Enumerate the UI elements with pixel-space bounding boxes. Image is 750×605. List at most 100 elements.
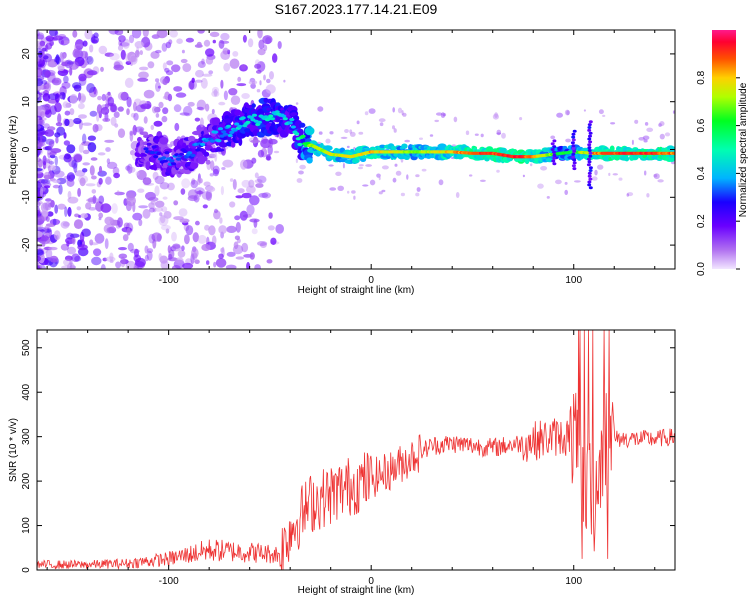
noise-blob	[82, 40, 88, 47]
noise-blob	[71, 159, 78, 169]
noise-blob	[87, 142, 97, 153]
ridge-halo	[298, 129, 304, 136]
noise-blob	[550, 135, 556, 140]
noise-blob	[49, 151, 57, 155]
noise-blob	[400, 192, 405, 197]
noise-blob	[84, 30, 93, 40]
noise-blob	[37, 32, 45, 40]
colorbar-ticks: 0.0 0.2 0.4 0.6 0.8	[696, 70, 740, 276]
noise-blob	[344, 129, 349, 133]
noise-blob	[114, 30, 124, 36]
noise-blob	[254, 172, 259, 179]
spike-blob	[552, 162, 557, 166]
noise-blob	[37, 197, 40, 202]
noise-blob	[98, 212, 104, 219]
noise-blob	[212, 39, 216, 44]
ridge-core	[190, 153, 196, 157]
noise-blob	[194, 117, 201, 122]
noise-blob	[167, 93, 173, 102]
noise-blob	[53, 170, 65, 178]
noise-blob	[81, 228, 91, 237]
noise-blob	[220, 185, 224, 196]
noise-blob	[184, 234, 190, 245]
noise-blob	[69, 93, 78, 105]
noise-blob	[205, 48, 215, 57]
noise-blob	[91, 256, 102, 266]
noise-blob	[116, 190, 120, 196]
spike-blob	[588, 134, 592, 138]
noise-blob	[259, 80, 262, 86]
noise-blob	[158, 253, 162, 261]
ridge-core	[268, 114, 274, 118]
noise-blob	[134, 41, 144, 49]
noise-blob	[155, 113, 160, 118]
noise-blob	[328, 164, 334, 167]
noise-blob	[78, 143, 84, 153]
noise-blob	[125, 52, 136, 63]
noise-blob	[165, 228, 170, 234]
noise-blob	[152, 171, 159, 180]
noise-blob	[106, 161, 118, 169]
noise-blob	[40, 111, 46, 118]
noise-blob	[150, 124, 155, 130]
noise-blob	[197, 234, 207, 244]
y-tick-label: -20	[21, 237, 32, 252]
noise-blob	[152, 106, 158, 114]
ridge-core	[227, 133, 233, 138]
noise-blob	[49, 105, 57, 115]
noise-blob	[38, 44, 47, 52]
spike-blob	[552, 150, 556, 154]
noise-blob	[556, 112, 563, 118]
noise-blob	[117, 217, 123, 228]
noise-blob	[173, 104, 182, 113]
noise-blob	[53, 230, 61, 241]
noise-blob	[653, 174, 658, 178]
x-tick-label: 100	[565, 576, 582, 587]
noise-blob	[118, 35, 126, 43]
noise-blob	[267, 225, 275, 231]
spike-blob	[588, 131, 593, 135]
noise-blob	[104, 139, 115, 143]
noise-blob	[597, 164, 604, 170]
noise-blob	[178, 208, 188, 217]
noise-blob	[200, 77, 208, 89]
noise-blob	[196, 190, 204, 195]
ridge-core	[226, 124, 232, 128]
noise-blob	[66, 172, 75, 182]
noise-blob	[118, 253, 128, 259]
noise-blob	[144, 254, 149, 262]
noise-blob	[107, 96, 115, 107]
noise-blob	[194, 79, 203, 83]
y-tick-label: 200	[21, 472, 32, 489]
noise-blob	[564, 181, 568, 185]
noise-blob	[100, 107, 110, 115]
noise-blob	[98, 45, 108, 55]
noise-blob	[37, 94, 40, 98]
noise-blob	[378, 118, 386, 123]
noise-blob	[646, 127, 654, 132]
noise-blob	[214, 151, 218, 162]
noise-blob	[110, 104, 118, 113]
ridge-core	[182, 149, 188, 154]
noise-blob	[233, 241, 239, 250]
noise-blob	[368, 108, 376, 114]
noise-blob	[162, 196, 168, 200]
noise-blob	[369, 179, 376, 186]
noise-blob	[57, 113, 62, 124]
noise-blob	[249, 252, 255, 260]
noise-blob	[438, 179, 444, 186]
noise-blob	[168, 249, 175, 259]
noise-blob	[133, 101, 137, 112]
ridge-core	[146, 142, 152, 146]
ridge-core	[170, 162, 177, 166]
ridge-core	[269, 117, 275, 121]
noise-blob	[218, 101, 226, 106]
noise-blob	[142, 177, 152, 186]
x-tick-label: -100	[159, 275, 179, 286]
noise-blob	[46, 159, 51, 164]
noise-blob	[80, 95, 86, 103]
noise-blob	[565, 138, 571, 143]
noise-blob	[251, 228, 258, 235]
noise-blob	[415, 192, 420, 197]
noise-blob	[257, 175, 267, 184]
